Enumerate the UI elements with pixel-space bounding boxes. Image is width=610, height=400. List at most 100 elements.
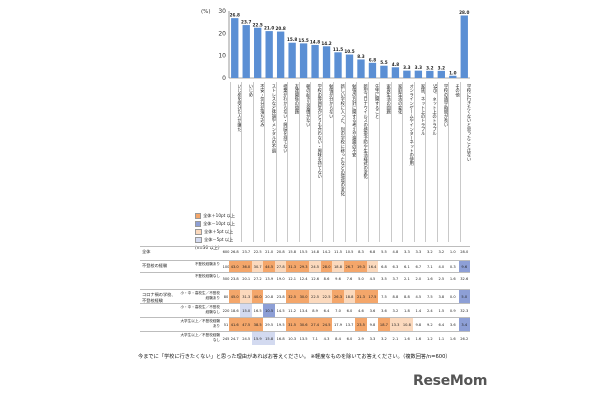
table-cell: 3.2: [438, 249, 445, 254]
legend-swatch: [195, 229, 202, 235]
table-cell: 3.3: [404, 249, 410, 254]
bar-value-label: 5.5: [380, 60, 388, 65]
bar: [414, 70, 423, 78]
table-cell: 26.7: [343, 261, 356, 272]
table-cell: 15.8: [263, 332, 275, 345]
row-sub-label: 不登校経験なし: [194, 274, 220, 278]
table-cell: 2.5: [438, 276, 445, 281]
table-cell: 24.5: [320, 318, 333, 331]
table-cell: 3.6: [381, 308, 387, 313]
table-cell: 8.6: [323, 276, 330, 281]
category-label: ストレスなど体調やメンタルの不調: [264, 82, 276, 242]
table-cell: 5.0: [358, 276, 364, 281]
table-cell: 19.3: [355, 261, 367, 272]
table-cell: 3.6: [369, 308, 376, 313]
table-cell: 8.4: [335, 336, 341, 341]
table-cell: 3.3: [369, 336, 376, 341]
category-label: 友達関係の問題: [287, 82, 299, 242]
legend-item: 全体－10pt 以上: [195, 220, 235, 228]
table-cell: 30.7: [251, 261, 264, 272]
bar: [265, 31, 273, 79]
table-cell: 1.8: [404, 308, 410, 313]
table-cell: 15.0: [240, 304, 252, 317]
category-label: 勉強の方針に関する考えや進路の不安: [344, 82, 356, 242]
table-cell: 31.3: [240, 290, 252, 303]
table-cell: 44.5: [263, 261, 275, 272]
table-cell: 7.0: [335, 308, 341, 313]
table-cell: 7.1: [426, 264, 433, 269]
table-cell: 18.8: [343, 290, 356, 303]
table-cell: 14.2: [322, 249, 331, 254]
table-cell: 31.5: [286, 318, 298, 331]
bar-value-label: 6.8: [369, 57, 377, 62]
bar-value-label: 1.0: [449, 70, 457, 75]
bar: [242, 25, 250, 78]
row-n-count: 600: [222, 249, 230, 254]
y-tick-label: 10: [218, 53, 226, 60]
table-cell: 2.1: [404, 276, 410, 281]
table-row: 大学生以上／不登校経験なし 245 24.7 24.5 15.9 15.8 16.8 10.3…: [140, 331, 470, 345]
row-n-count: 80: [223, 294, 229, 299]
table-cell: 28.0: [460, 249, 469, 254]
table-cell: 10.5: [345, 249, 354, 254]
table-row: コロナ禍の学校、不登校経験 小・中・高校生／不登校経験あり 80 45.0 31.3 40…: [140, 289, 470, 303]
row-sub-label: 不登校経験あり: [194, 262, 220, 266]
table-cell: 17.9: [334, 322, 343, 327]
legend-item: 全体＋10pt 以上: [195, 212, 235, 220]
bar-value-label: 14.8: [310, 39, 320, 44]
bar: [322, 46, 331, 78]
table-cell: 9.2: [426, 322, 433, 327]
table-cell: 13.9: [265, 276, 274, 281]
table-cell: 6.1: [404, 264, 410, 269]
table-cell: 22.5: [320, 290, 333, 303]
bar: [449, 75, 457, 78]
table-cell: 6.4: [323, 308, 330, 313]
legend-note: (n=30 以上): [195, 245, 220, 250]
category-label: 学校の通学時間が長い: [436, 82, 448, 242]
bar-value-label: 21.0: [264, 26, 274, 31]
category-label: 学校に行きたくないと思ったことはない: [459, 82, 471, 242]
legend-label: 全体＋5pt 以上: [204, 229, 234, 234]
table-cell: 12.6: [311, 276, 320, 281]
bar: [437, 70, 445, 78]
resemom-logo: ReseMom: [413, 373, 488, 389]
table-cell: 14.5: [276, 308, 285, 313]
legend-label: 全体－5pt 以上: [204, 237, 234, 242]
category-label: 家族生活の問題: [379, 82, 391, 242]
bar-value-label: 26.8: [230, 13, 240, 18]
table-cell: 20.8: [276, 249, 285, 254]
table-cell: 41.6: [229, 318, 241, 331]
table-cell: 6.7: [415, 264, 422, 269]
bar: [460, 15, 468, 78]
table-cell: 2.0: [415, 276, 422, 281]
table-cell: 24.5: [309, 261, 321, 272]
row-group-label: 不登校の経験: [142, 263, 168, 268]
table-cell: 15.5: [299, 249, 308, 254]
bar-value-label: 8.3: [357, 54, 365, 59]
category-label: いじめを受けた人が嫌だ: [230, 82, 241, 242]
y-tick-label: 30: [218, 8, 226, 15]
table-cell: 29.3: [297, 261, 310, 272]
table-cell: 21.0: [265, 249, 274, 254]
table-cell: 1.2: [426, 336, 433, 341]
table-cell: 12.4: [299, 276, 308, 281]
row-sub-label: 小・中・高校生／不登校経験なし: [180, 305, 220, 314]
table-cell: 2.4: [426, 308, 433, 313]
bar-value-label: 10.5: [344, 49, 354, 54]
bar: [368, 62, 377, 78]
category-label: 不安・気分が落ち込み: [252, 82, 264, 242]
table-cell: 43.0: [229, 261, 241, 272]
table-cell: 7.1: [312, 336, 318, 341]
table-cell: 1.6: [449, 336, 456, 341]
table-cell: 18.7: [378, 318, 390, 331]
table-cell: 0.9: [449, 308, 456, 313]
table-cell: 11.2: [288, 308, 297, 313]
table-cell: 24.7: [230, 336, 239, 341]
table-cell: 28.0: [320, 261, 333, 272]
bar-value-label: 20.8: [275, 26, 285, 31]
table-cell: 10.8: [401, 318, 413, 331]
table-cell: 5.5: [381, 249, 387, 254]
bar-value-label: 3.3: [415, 65, 423, 70]
bar-value-label: 15.8: [287, 37, 297, 42]
